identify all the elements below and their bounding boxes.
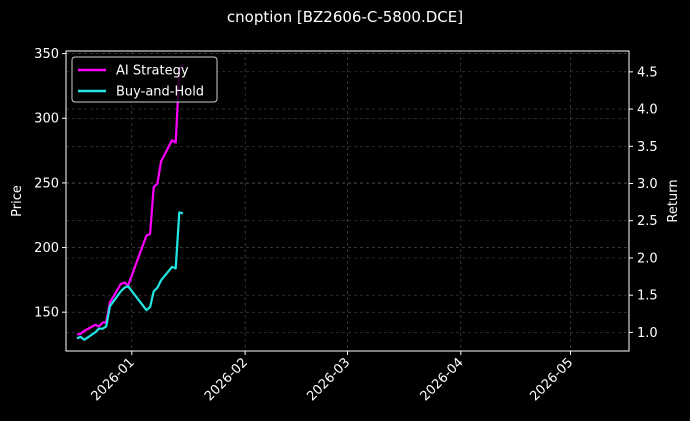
y2-tick-label: 3.5 <box>637 140 658 155</box>
y2-tick-label: 1.0 <box>637 326 658 341</box>
x-tick-label: 2026-04 <box>418 355 467 404</box>
series-line-1 <box>76 211 184 341</box>
x-tick-label: 2026-03 <box>304 355 353 404</box>
y-tick-label: 200 <box>34 241 59 256</box>
y-tick-label: 150 <box>34 306 59 321</box>
y2-axis-label: Return <box>666 179 681 222</box>
legend: AI Strategy Buy-and-Hold <box>71 56 218 103</box>
grid <box>66 51 629 351</box>
legend-label: Buy-and-Hold <box>116 85 204 100</box>
series-line-0 <box>76 63 184 336</box>
x-tick-label: 2026-01 <box>89 355 138 404</box>
y2-tick-label: 3.0 <box>637 177 658 192</box>
y2-tick-label: 2.0 <box>637 251 658 266</box>
x-tick-label: 2026-02 <box>202 355 251 404</box>
y-tick-label: 250 <box>34 176 59 191</box>
chart-title: cnoption [BZ2606-C-5800.DCE] <box>226 8 464 26</box>
y2-tick-label: 4.5 <box>637 65 658 80</box>
y2-tick-label: 2.5 <box>637 214 658 229</box>
y-axis-label: Price <box>10 185 25 217</box>
x-tick-label: 2026-05 <box>527 355 576 404</box>
legend-label: AI Strategy <box>116 64 189 79</box>
y2-tick-label: 1.5 <box>637 289 658 304</box>
y-tick-label: 300 <box>34 112 59 127</box>
y2-tick-label: 4.0 <box>637 103 658 118</box>
y-tick-label: 350 <box>34 47 59 62</box>
